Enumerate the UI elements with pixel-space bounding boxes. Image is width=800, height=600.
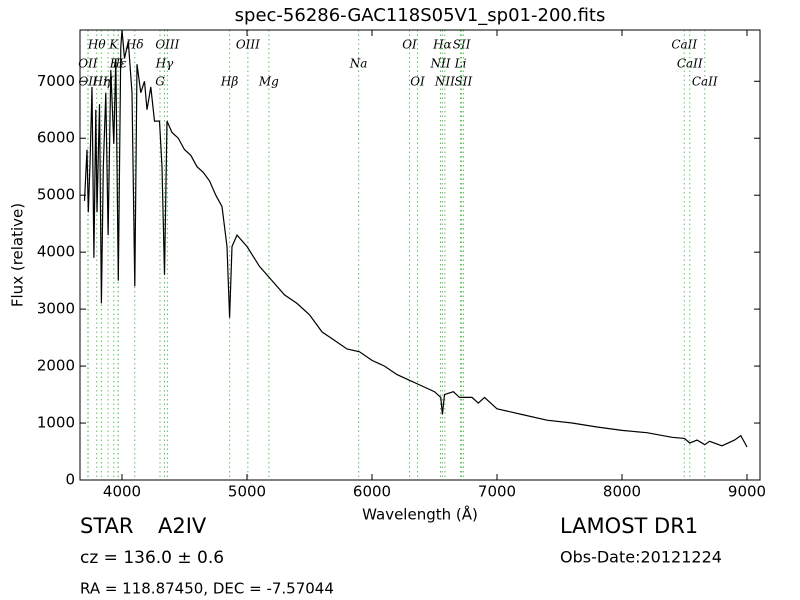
y-tick-label: 3000 — [37, 300, 75, 318]
x-tick-label: 6000 — [353, 483, 391, 501]
x-tick-label: 4000 — [103, 483, 141, 501]
spectral-line-label: Na — [349, 57, 368, 71]
plot-frame — [79, 29, 761, 481]
y-tick-label: 6000 — [37, 129, 75, 147]
y-tick-label: 4000 — [37, 243, 75, 261]
redshift: cz = 136.0 ± 0.6 — [80, 548, 224, 568]
spectral-line-label: H — [102, 75, 114, 89]
spectral-line-label: Li — [454, 57, 467, 71]
y-axis-label: Flux (relative) — [9, 203, 27, 307]
x-tick-label: 5000 — [228, 483, 266, 501]
spectral-line-label: CaII — [671, 38, 697, 52]
survey: LAMOST DR1 — [560, 514, 698, 538]
spectral-line-label: G — [155, 75, 165, 89]
x-tick-label: 9000 — [728, 483, 766, 501]
class: STAR — [80, 514, 133, 538]
spectral-line-label: Hα — [432, 38, 452, 52]
spectral-line-label: SII — [453, 38, 471, 52]
x-tick-label: 8000 — [603, 483, 641, 501]
spectral-line-label: SII — [455, 75, 473, 89]
obs-date: Obs-Date:20121224 — [560, 548, 722, 567]
spectral-line-label: Mg — [258, 75, 279, 89]
spectral-line-label: OIII — [236, 38, 260, 52]
spectral-line-label: OII — [78, 75, 98, 89]
coordinates: RA = 118.87450, DEC = -7.57044 — [80, 580, 334, 598]
spectral-line-label: NII — [430, 57, 451, 71]
x-tick-label: 7000 — [478, 483, 516, 501]
chart-title: spec-56286-GAC118S05V1_sp01-200.fits — [235, 5, 606, 26]
subclass: A2IV — [158, 514, 207, 538]
spectral-line-label: OI — [410, 75, 425, 89]
spectral-line-label: OII — [78, 57, 98, 71]
spectral-line-label: Hη — [92, 75, 111, 89]
spectral-line-label: CaII — [692, 75, 718, 89]
spectral-line-label: Hβ — [220, 75, 238, 89]
spectral-line-label: Hδ — [125, 38, 144, 52]
y-tick-label: 1000 — [37, 414, 75, 432]
spectral-line-label: Hε — [109, 57, 127, 71]
spectral-line-label: Hγ — [155, 57, 174, 71]
y-tick-label: 2000 — [37, 357, 75, 375]
spectrum — [83, 29, 748, 448]
spectral-line-label: CaII — [677, 57, 703, 71]
spectral-line-label: K — [108, 38, 119, 52]
y-tick-label: 7000 — [37, 72, 75, 90]
spectral-line-label: H — [112, 57, 124, 71]
spectral-line-label: NII — [434, 75, 455, 89]
y-tick-label: 5000 — [37, 186, 75, 204]
spectral-line-label: Hθ — [87, 38, 106, 52]
y-tick-label: 0 — [65, 471, 75, 489]
x-axis-label: Wavelength (Å) — [362, 505, 478, 524]
spectral-line-label: OI — [402, 38, 417, 52]
spectral-line-label: OIII — [155, 38, 179, 52]
